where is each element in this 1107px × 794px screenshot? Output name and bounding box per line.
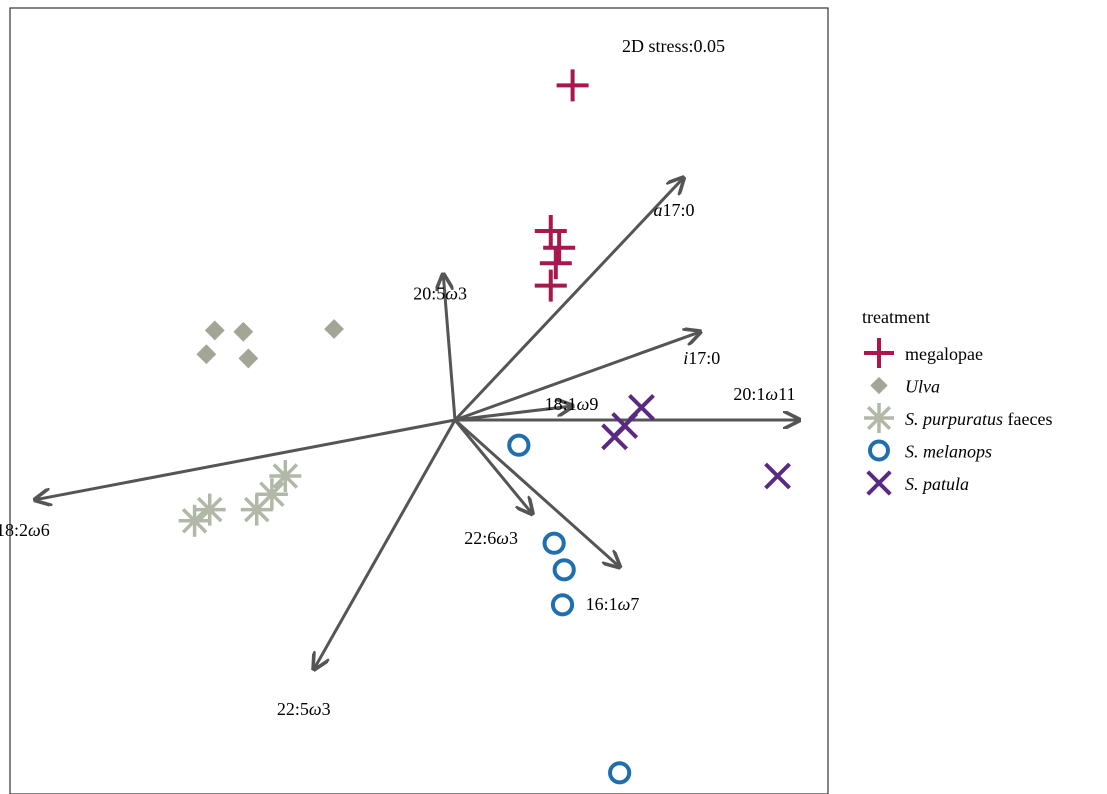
point-ulva xyxy=(233,321,254,342)
vector-arrow xyxy=(453,419,532,514)
vector-label: a17:0 xyxy=(653,200,694,220)
vector-arrow xyxy=(454,418,620,567)
point-ulva xyxy=(324,319,344,339)
vector-label: 20:1ω11 xyxy=(733,384,795,404)
legend-key xyxy=(866,470,892,496)
vector-label: 18:2ω6 xyxy=(0,520,50,540)
legend: treatment megalopae Ulva S. purpuratus fae… xyxy=(862,307,1052,496)
point-s-melanops xyxy=(550,593,575,617)
legend-label: megalopae xyxy=(905,344,983,364)
point-s-purpuratus-faeces xyxy=(178,504,211,537)
point-megalopae xyxy=(556,69,589,102)
vector-label: 22:5ω3 xyxy=(277,699,331,719)
legend-title: treatment xyxy=(862,307,930,327)
point-s-purpuratus-faeces xyxy=(240,493,273,526)
point-megalopae xyxy=(534,215,567,247)
point-megalopae xyxy=(543,231,576,264)
point-s-melanops xyxy=(552,558,576,582)
legend-label: S. patula xyxy=(905,474,969,494)
point-s-purpuratus-faeces xyxy=(269,460,302,492)
legend-key xyxy=(870,376,888,395)
vector-arrow xyxy=(454,332,700,422)
vectors-layer: a17:0 20:5ω3 i17:0 18:1ω9 20:1ω11 22:6ω3 16:1ω… xyxy=(0,178,799,719)
legend-key xyxy=(868,439,890,462)
vector-arrow xyxy=(454,406,573,422)
legend-label: S. melanops xyxy=(905,442,992,462)
point-s-patula xyxy=(601,423,629,451)
legend-item-megalopae: megalopae xyxy=(864,338,983,368)
point-ulva xyxy=(238,348,259,369)
stress-annotation: 2D stress:0.05 xyxy=(622,36,725,56)
vector-arrow xyxy=(35,418,456,500)
vector-label: 22:6ω3 xyxy=(464,528,518,548)
point-megalopae xyxy=(534,269,567,302)
plot-panel-border xyxy=(9,7,829,794)
legend-item-s-patula: S. patula xyxy=(866,470,969,496)
point-s-melanops xyxy=(542,531,566,555)
vector-arrow xyxy=(443,274,457,421)
point-megalopae xyxy=(539,247,572,280)
vector-label: i17:0 xyxy=(683,348,720,368)
vector-arrow xyxy=(453,178,683,422)
point-s-patula xyxy=(764,462,791,490)
legend-label: Ulva xyxy=(905,377,940,397)
vector-label: 18:1ω9 xyxy=(545,394,599,414)
point-s-melanops xyxy=(608,761,632,785)
legend-item-ulva: Ulva xyxy=(870,377,940,397)
legend-key xyxy=(864,403,894,433)
point-ulva xyxy=(204,320,225,341)
vector-arrow xyxy=(314,419,457,669)
legend-label: S. purpuratus faeces xyxy=(905,409,1052,429)
point-s-melanops xyxy=(507,433,531,457)
vector-label: 16:1ω7 xyxy=(586,594,640,614)
point-ulva xyxy=(196,344,217,365)
legend-key xyxy=(864,338,894,368)
points-layer xyxy=(178,69,791,785)
legend-item-s-melanops: S. melanops xyxy=(868,439,992,462)
legend-item-s-purpuratus-faeces: S. purpuratus faeces xyxy=(864,403,1052,433)
vector-label: 20:5ω3 xyxy=(413,283,467,303)
